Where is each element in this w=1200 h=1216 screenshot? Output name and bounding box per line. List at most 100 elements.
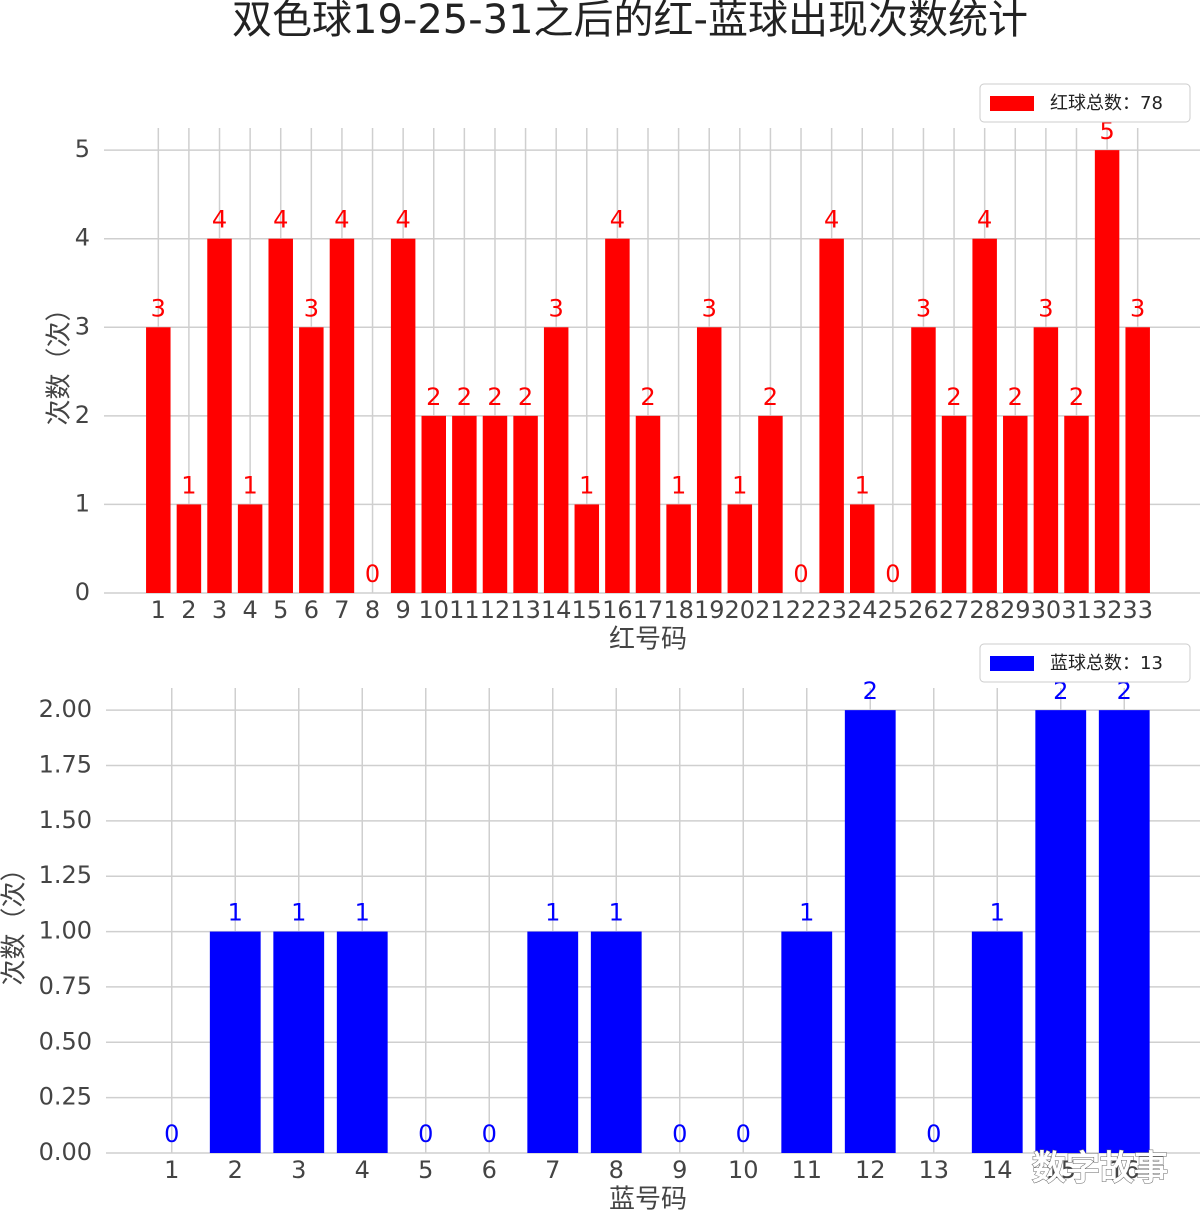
x-axis-label: 红号码 [609,625,687,655]
x-tick-label: 31 [1061,596,1092,624]
bar [574,504,600,593]
bar [941,415,967,593]
x-tick-label: 15 [1045,1156,1076,1184]
data-label: 2 [487,383,502,411]
data-label: 1 [671,471,686,499]
bar [207,238,232,593]
data-label: 4 [273,206,288,234]
bar [452,415,477,593]
data-label: 3 [702,294,717,322]
x-tick-label: 18 [663,596,694,624]
data-label: 2 [1117,677,1132,705]
bar [1003,415,1028,593]
data-label: 0 [885,560,900,588]
data-label: 3 [304,294,319,322]
bar [971,931,1023,1153]
x-tick-label: 10 [728,1156,759,1184]
x-tick-label: 7 [334,596,349,624]
bar [972,238,997,593]
bar [1064,415,1089,593]
x-tick-label: 12 [855,1156,886,1184]
data-label: 4 [824,206,839,234]
y-tick-label: 0 [75,578,90,606]
y-tick-label: 1.00 [39,917,92,945]
y-tick-label: 4 [75,224,90,252]
data-label: 1 [609,899,624,927]
data-label: 1 [291,899,306,927]
bar [390,238,416,593]
data-label: 4 [212,206,227,234]
legend-swatch [990,656,1034,671]
x-tick-label: 29 [1000,596,1031,624]
bar [176,504,202,593]
data-label: 1 [181,471,196,499]
x-tick-label: 21 [755,596,786,624]
data-label: 1 [990,899,1005,927]
bar [146,327,171,593]
x-tick-label: 32 [1092,596,1123,624]
watermark: 数字故事 [1032,1149,1168,1189]
x-tick-label: 26 [908,596,939,624]
x-tick-label: 6 [482,1156,497,1184]
data-label: 1 [355,899,370,927]
bar [421,415,446,593]
x-tick-label: 3 [212,596,227,624]
bar [635,415,661,593]
data-label: 3 [916,294,931,322]
bar [527,931,579,1153]
bar [1033,327,1059,593]
data-label: 0 [365,560,380,588]
bar [758,415,783,593]
x-tick-label: 7 [545,1156,560,1184]
legend-label: 红球总数：78 [1050,93,1163,114]
data-label: 4 [610,206,625,234]
x-tick-label: 16 [602,596,633,624]
bar [1125,327,1150,593]
bar [299,327,324,593]
x-tick-label: 23 [816,596,847,624]
data-label: 0 [672,1120,687,1148]
data-label: 4 [396,206,411,234]
data-label: 2 [1069,383,1084,411]
bar [543,327,569,593]
y-tick-label: 0.25 [39,1083,92,1111]
data-label: 2 [946,383,961,411]
y-tick-label: 5 [75,135,90,163]
data-label: 0 [418,1120,433,1148]
legend-swatch [990,96,1034,111]
x-tick-label: 30 [1031,596,1062,624]
data-label: 3 [151,294,166,322]
bar [329,238,355,593]
x-tick-label: 14 [541,596,572,624]
x-tick-label: 27 [939,596,970,624]
data-label: 1 [799,899,814,927]
x-tick-label: 22 [786,596,817,624]
bar [850,504,875,593]
x-tick-label: 11 [791,1156,822,1184]
data-label: 3 [549,294,564,322]
y-tick-label: 0.75 [39,972,92,1000]
data-label: 2 [518,383,533,411]
y-axis-label: 次数（次） [0,855,30,985]
x-tick-label: 15 [572,596,603,624]
data-label: 4 [334,206,349,234]
data-label: 4 [977,206,992,234]
bar [1094,150,1120,593]
x-tick-label: 1 [164,1156,179,1184]
bar [727,504,753,593]
y-tick-label: 1 [75,489,90,517]
data-label: 1 [545,899,560,927]
bar [666,504,691,593]
bar [237,504,263,593]
x-tick-label: 10 [418,596,449,624]
bar [1098,710,1150,1153]
data-label: 2 [457,383,472,411]
x-tick-label: 19 [694,596,725,624]
bar [268,238,293,593]
bar [513,415,538,593]
x-tick-label: 8 [365,596,380,624]
y-tick-label: 2 [75,401,90,429]
bar [819,238,844,593]
data-label: 1 [242,471,257,499]
